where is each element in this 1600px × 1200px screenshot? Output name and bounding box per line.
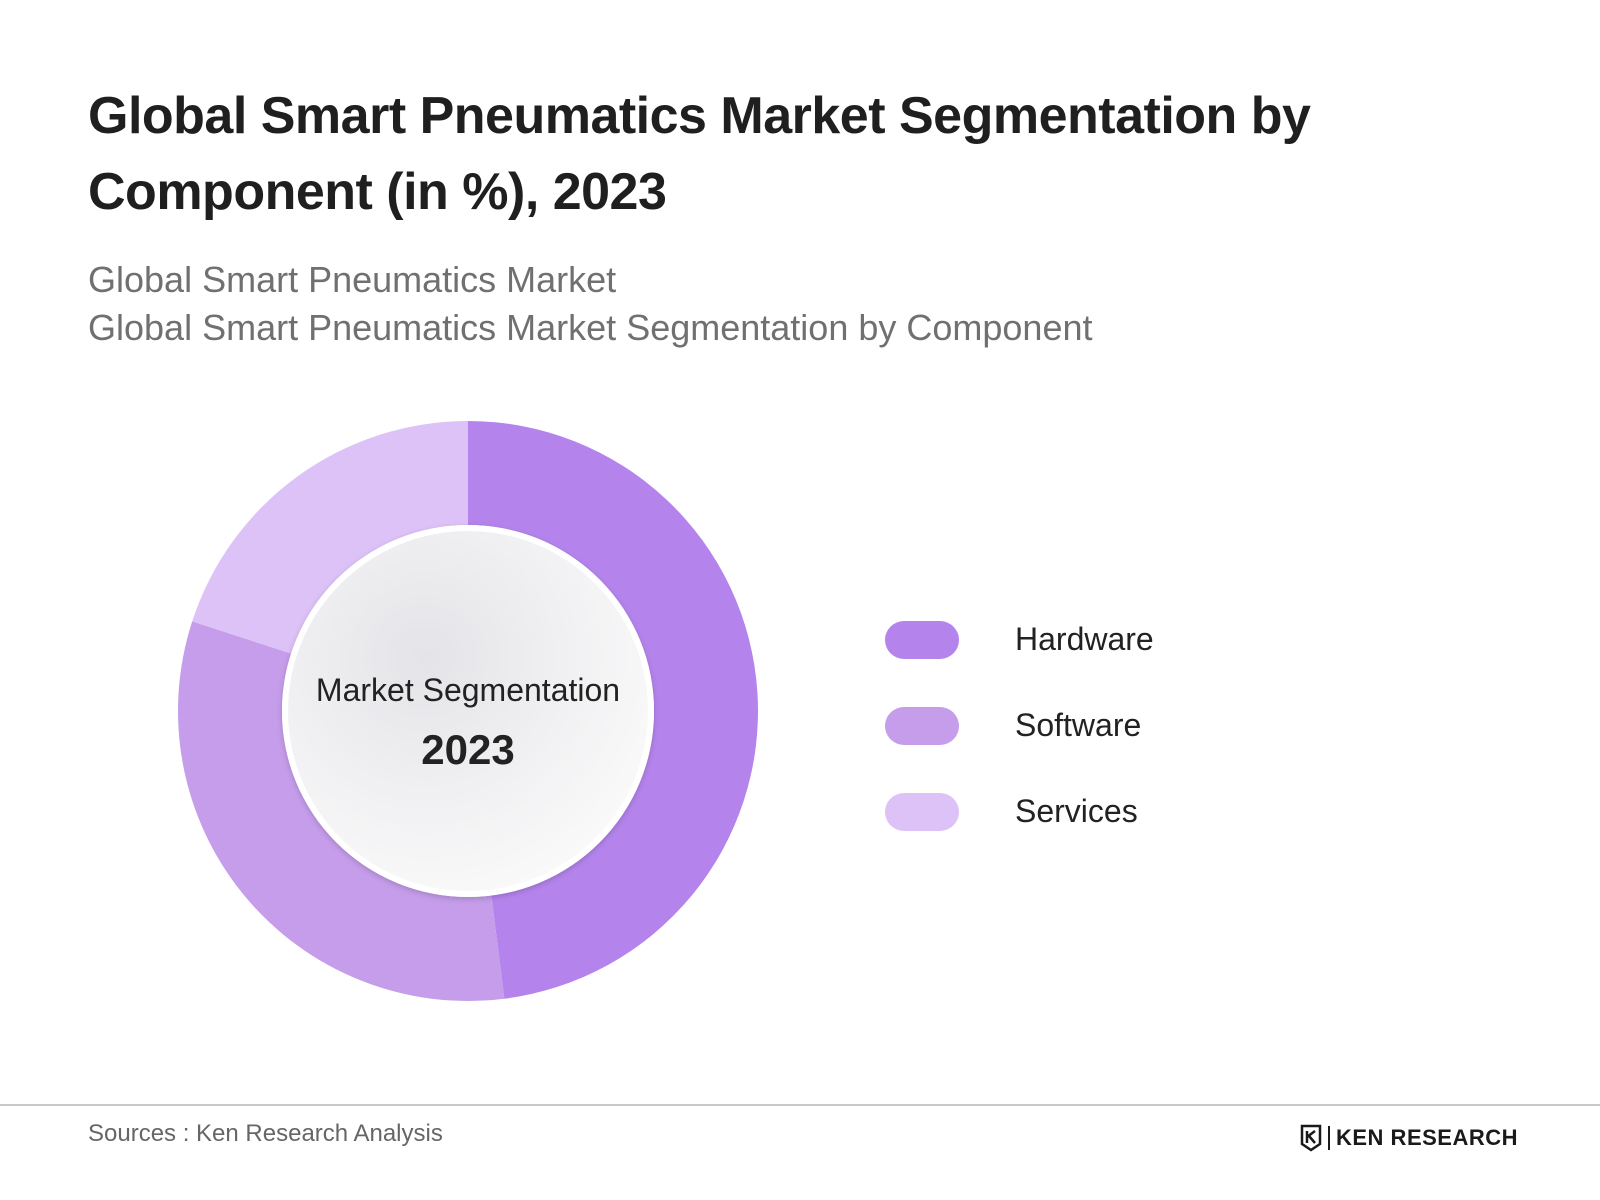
donut-slice-services (192, 421, 468, 654)
legend-label-hardware: Hardware (1015, 621, 1154, 657)
legend-swatch-hardware (885, 621, 959, 659)
chart-legend: Hardware Software Services (885, 605, 1305, 863)
legend-swatch-services (885, 793, 959, 831)
ken-research-logo-icon (1300, 1124, 1322, 1152)
chart-title: Global Smart Pneumatics Market Segmentat… (88, 87, 1311, 221)
donut-center-label: Market Segmentation (315, 672, 621, 708)
donut-chart (178, 421, 759, 1001)
chart-area: Market Segmentation 2023 Hardware Softwar… (0, 400, 1600, 1060)
brand-logo: KEN RESEARCH (1300, 1122, 1518, 1154)
chart-subtitle-segmentation: Global Smart Pneumatics Market Segmentat… (88, 307, 1093, 348)
source-note: Sources : Ken Research Analysis (88, 1120, 443, 1147)
footer-divider (0, 1104, 1600, 1106)
donut-slice-software (178, 621, 505, 1001)
legend-label-services: Services (1015, 793, 1138, 829)
brand-name: KEN RESEARCH (1336, 1125, 1519, 1150)
legend-item-hardware: Hardware (885, 605, 1305, 691)
donut-slices (178, 421, 759, 1001)
donut-center-gradient (288, 531, 648, 891)
legend-swatch-software (885, 707, 959, 745)
legend-label-software: Software (1015, 707, 1142, 743)
brand-separator (1328, 1126, 1330, 1150)
chart-subtitle-market: Global Smart Pneumatics Market (88, 259, 617, 300)
legend-item-software: Software (885, 691, 1305, 777)
donut-center-year: 2023 (421, 726, 515, 773)
legend-item-services: Services (885, 777, 1305, 863)
donut-slice-hardware (468, 421, 759, 999)
